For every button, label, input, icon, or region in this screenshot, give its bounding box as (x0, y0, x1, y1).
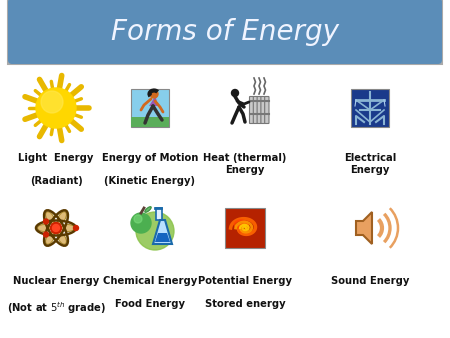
FancyBboxPatch shape (225, 208, 265, 248)
Text: Light  Energy

(Radiant): Light Energy (Radiant) (18, 153, 94, 186)
Text: Chemical Energy

Food Energy: Chemical Energy Food Energy (103, 276, 197, 309)
Ellipse shape (45, 212, 54, 223)
Circle shape (41, 91, 63, 113)
Circle shape (134, 215, 142, 223)
FancyBboxPatch shape (249, 97, 254, 123)
Ellipse shape (145, 207, 151, 212)
Polygon shape (356, 212, 372, 244)
Text: Electrical
Energy: Electrical Energy (344, 153, 396, 175)
Ellipse shape (58, 233, 67, 244)
Text: Heat (thermal)
Energy: Heat (thermal) Energy (203, 153, 287, 175)
FancyBboxPatch shape (156, 208, 162, 220)
Circle shape (136, 212, 174, 250)
Text: Energy of Motion

(Kinetic Energy): Energy of Motion (Kinetic Energy) (102, 153, 198, 186)
Polygon shape (149, 98, 158, 106)
Circle shape (44, 232, 49, 237)
Circle shape (36, 88, 76, 128)
Circle shape (131, 213, 151, 233)
FancyBboxPatch shape (8, 0, 442, 64)
Polygon shape (155, 233, 170, 242)
Text: Forms of Energy: Forms of Energy (111, 18, 339, 46)
FancyBboxPatch shape (131, 89, 169, 127)
Circle shape (50, 222, 62, 234)
FancyBboxPatch shape (351, 89, 389, 127)
FancyBboxPatch shape (257, 97, 261, 123)
FancyBboxPatch shape (265, 97, 269, 123)
Text: Sound Energy: Sound Energy (331, 276, 409, 286)
Circle shape (73, 225, 78, 231)
Circle shape (53, 224, 59, 232)
Text: Potential Energy

Stored energy: Potential Energy Stored energy (198, 276, 292, 309)
Ellipse shape (37, 224, 50, 232)
FancyBboxPatch shape (253, 97, 257, 123)
Ellipse shape (45, 233, 54, 244)
Circle shape (150, 90, 158, 98)
FancyBboxPatch shape (8, 0, 442, 64)
Text: Nuclear Energy

(Not at $5^{th}$ grade): Nuclear Energy (Not at $5^{th}$ grade) (7, 276, 105, 316)
Circle shape (44, 219, 49, 224)
Polygon shape (153, 220, 172, 244)
Ellipse shape (58, 212, 67, 223)
FancyBboxPatch shape (261, 97, 265, 123)
Ellipse shape (62, 224, 75, 232)
FancyBboxPatch shape (131, 117, 169, 127)
Circle shape (231, 90, 239, 97)
